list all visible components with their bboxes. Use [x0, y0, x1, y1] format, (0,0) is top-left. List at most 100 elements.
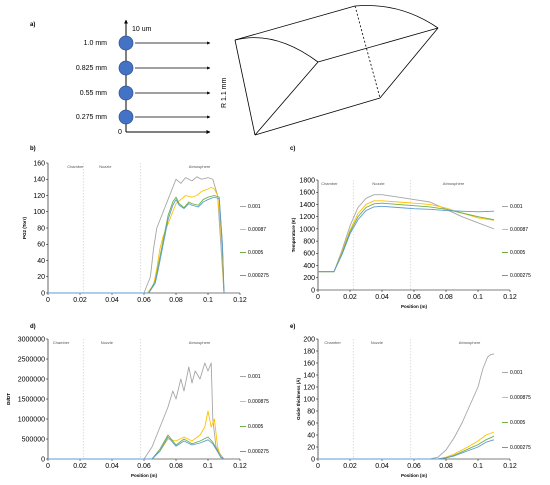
- y-tick-label: 80: [37, 225, 45, 232]
- legend-label: 0.00087: [248, 227, 266, 233]
- y-tick-label: 40: [37, 258, 45, 265]
- region-label: Chamber: [53, 340, 70, 345]
- series-line-3: [48, 434, 225, 460]
- y-tick-label: 0: [311, 287, 315, 294]
- x-tick-label: 0: [316, 463, 320, 470]
- radial-circle-4: [118, 109, 134, 125]
- region-label: Chamber: [321, 181, 338, 186]
- series-line-1: [48, 176, 225, 294]
- chart-c: c) 0 200 400 600 800 1000 1200 1400 1600 1800 0 0.02…: [290, 146, 531, 309]
- region-label: Chamber: [67, 164, 84, 169]
- legend-label: 0.0005: [510, 420, 526, 426]
- legend-label: 0.001: [510, 370, 523, 376]
- x-tick-label: 0.04: [105, 463, 119, 470]
- series-line-4: [48, 436, 225, 460]
- panel-label-e: e): [290, 324, 295, 330]
- y-tick-label: 400: [303, 263, 315, 270]
- series-line-4: [318, 205, 495, 273]
- x-tick-label: 0.08: [169, 463, 183, 470]
- legend-label: 0.001: [248, 374, 261, 380]
- y-tick-label: 1400: [299, 202, 315, 209]
- x-tick-label: 0.04: [105, 297, 119, 304]
- y-tick-label: 120: [303, 384, 315, 391]
- y-tick-label: 60: [37, 242, 45, 249]
- y-tick-label: 1800: [299, 177, 315, 184]
- panel-label-a: a): [30, 22, 35, 28]
- y-tick-label: 160: [33, 160, 45, 167]
- x-tick-label: 0.02: [73, 297, 87, 304]
- x-tick-label: 0.12: [503, 463, 517, 470]
- legend-label: 0.000275: [248, 449, 269, 455]
- x-tick-label: 0.12: [233, 463, 247, 470]
- side-label: R 1.1 mm: [221, 77, 228, 108]
- x-tick-label: 0.04: [375, 294, 389, 301]
- x-tick-label: 0.08: [439, 294, 453, 301]
- x-tick-label: 0.02: [343, 294, 357, 301]
- y-tick-label: 140: [303, 372, 315, 379]
- x-tick-label: 0.06: [137, 297, 151, 304]
- y-tick-label: 160: [303, 360, 315, 367]
- x-tick-label: 0.02: [73, 463, 87, 470]
- y-tick-label: 80: [307, 408, 315, 415]
- chart-e: e) 0 20 40 60 80 100 120 140 160 180 200 0 0.02 0.04 0.…: [290, 324, 531, 478]
- y-tick-label: 100: [33, 209, 45, 216]
- x-tick-label: 0: [46, 463, 50, 470]
- y-tick-label: 2000000: [18, 376, 45, 383]
- region-label: Atmosphere: [189, 164, 211, 169]
- y-tick-label: 40: [307, 432, 315, 439]
- legend-label: 0.001: [510, 204, 523, 210]
- series-line-1: [318, 194, 495, 273]
- x-tick-label: 0.1: [203, 297, 213, 304]
- y-tick-label: 0: [311, 456, 315, 463]
- panel-label-c: c): [290, 146, 295, 152]
- y-tick-label: 1000: [299, 226, 315, 233]
- series-line-1: [48, 362, 225, 460]
- y-tick-label: 0: [41, 456, 45, 463]
- y-tick-label: 1600: [299, 190, 315, 197]
- x-tick-label: 0.1: [473, 463, 483, 470]
- legend-label: 0.000275: [510, 445, 531, 451]
- x-tick-label: 0.08: [169, 297, 183, 304]
- legend-label: 0.000275: [248, 273, 269, 279]
- series-line-4: [318, 439, 495, 460]
- series-line-4: [48, 196, 225, 294]
- x-tick-label: 0.02: [343, 463, 357, 470]
- x-tick-label: 0.06: [137, 463, 151, 470]
- series-line-2: [48, 410, 225, 460]
- region-label: Nozzle: [99, 164, 112, 169]
- x-axis-title: Position (m): [401, 473, 427, 478]
- radial-label-2: 0.825 mm: [76, 65, 107, 72]
- y-tick-label: 120: [33, 193, 45, 200]
- region-label: Atmosphere: [443, 181, 465, 186]
- top-label: 10 um: [132, 26, 152, 33]
- diagram-panel-a: a) 10 um 0 1.0 mm 0.825 mm 0.55 mm 0.275…: [30, 5, 439, 136]
- radial-label-1: 1.0 mm: [84, 40, 108, 47]
- panel-label-b: b): [30, 146, 36, 152]
- x-tick-label: 0.12: [503, 294, 517, 301]
- x-tick-label: 0.1: [473, 294, 483, 301]
- y-axis-title: Temperature (K): [291, 217, 296, 252]
- y-tick-label: 180: [303, 348, 315, 355]
- x-axis-title: Position (m): [131, 473, 157, 478]
- y-tick-label: 2500000: [18, 356, 45, 363]
- wedge-sketch: [234, 5, 439, 136]
- region-label: Nozzle: [372, 181, 385, 186]
- y-axis-title: Oxide thickness (Å): [295, 377, 301, 420]
- radial-label-4: 0.275 mm: [76, 114, 107, 121]
- radial-label-3: 0.55 mm: [80, 90, 107, 97]
- region-label: Nozzle: [371, 340, 384, 345]
- series-line-3: [318, 202, 495, 273]
- legend-label: 0.0005: [510, 250, 526, 256]
- x-tick-label: 0.06: [407, 463, 421, 470]
- y-tick-label: 20: [37, 274, 45, 281]
- radial-circle-2: [118, 60, 134, 76]
- legend-label: 0.0005: [248, 250, 264, 256]
- y-tick-label: 1200: [299, 214, 315, 221]
- legend-label: 0.000875: [510, 395, 531, 401]
- legend-label: 0.0005: [248, 424, 264, 430]
- x-tick-label: 0.04: [375, 463, 389, 470]
- y-tick-label: 800: [303, 239, 315, 246]
- x-tick-label: 0.06: [407, 294, 421, 301]
- chart-b: b) 0 20 40 60 80 100 120 140 160 0 0.02 0.04 0.06 0.08…: [22, 146, 269, 304]
